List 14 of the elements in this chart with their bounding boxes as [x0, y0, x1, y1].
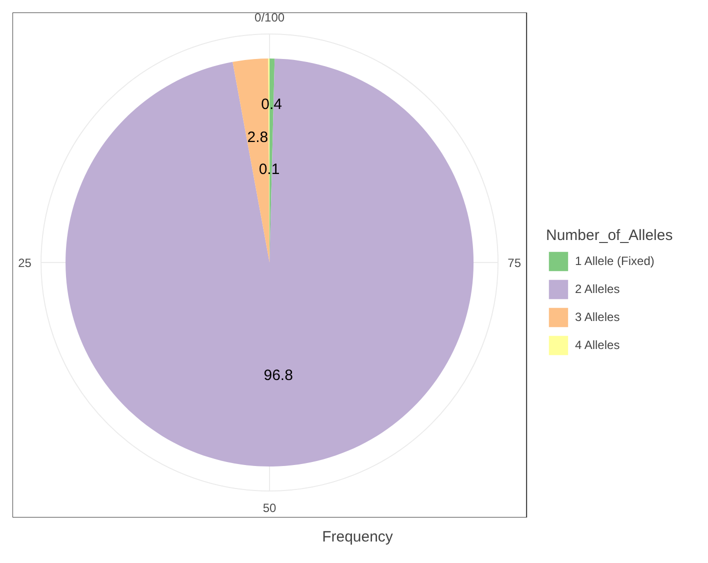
text: 75 [508, 256, 522, 270]
data-label: 2.8 [247, 129, 268, 146]
data-label: 96.8 [264, 366, 293, 384]
text: 0/100 [254, 10, 285, 25]
text: 25 [18, 256, 32, 270]
legend-title: Number_of_Alleles [546, 227, 673, 244]
legend-label: 1 Allele (Fixed) [575, 254, 654, 268]
legend-label: 3 Alleles [575, 310, 620, 324]
data-label: 0.4 [261, 96, 282, 113]
legend-label: 2 Alleles [575, 282, 620, 296]
text: 50 [262, 500, 277, 515]
legend-label: 4 Alleles [575, 338, 620, 352]
text: Frequency [322, 528, 394, 546]
data-label: 0.1 [258, 161, 280, 178]
